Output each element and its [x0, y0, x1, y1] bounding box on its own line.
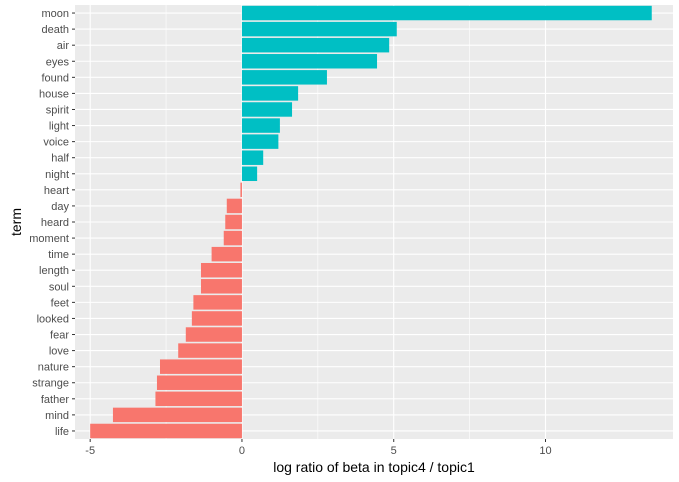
- y-tick-label: found: [41, 72, 69, 84]
- y-axis-title: term: [8, 208, 24, 236]
- y-tick-label: half: [51, 153, 70, 165]
- y-tick-label: looked: [37, 313, 69, 325]
- bar-night: [241, 166, 258, 182]
- y-tick-label: father: [41, 394, 69, 406]
- y-tick-label: moment: [29, 233, 69, 245]
- bar-looked: [191, 311, 242, 326]
- y-tick-label: eyes: [46, 56, 70, 68]
- bar-nature: [159, 359, 242, 374]
- x-tick-label: -5: [85, 445, 95, 457]
- bar-moon: [241, 5, 652, 21]
- y-tick-label: moon: [41, 8, 69, 20]
- y-tick-label: night: [45, 169, 69, 181]
- bar-feet: [193, 295, 242, 310]
- bar-heart: [240, 182, 242, 198]
- y-tick-label: fear: [50, 330, 69, 342]
- bar-half: [241, 150, 264, 165]
- bar-light: [241, 118, 280, 133]
- bar-love: [178, 343, 242, 358]
- y-tick-label: feet: [51, 297, 69, 309]
- bar-time: [211, 246, 242, 262]
- x-axis-title: log ratio of beta in topic4 / topic1: [273, 459, 475, 475]
- bar-father: [155, 391, 242, 407]
- bar-fear: [185, 327, 242, 342]
- bar-spirit: [241, 102, 293, 117]
- y-tick-label: strange: [32, 378, 69, 390]
- y-tick-label: love: [49, 346, 69, 358]
- y-tick-label: air: [57, 40, 70, 52]
- bar-mind: [112, 407, 242, 423]
- x-tick-label: 0: [239, 445, 245, 457]
- x-axis: -5 0 5 10: [85, 439, 552, 457]
- bar-found: [241, 70, 327, 85]
- y-tick-label: soul: [49, 281, 69, 293]
- bar-air: [241, 37, 390, 53]
- bar-death: [241, 21, 397, 37]
- bar-house: [241, 86, 299, 101]
- y-tick-label: day: [51, 201, 69, 213]
- bar-moment: [223, 230, 242, 246]
- y-tick-label: time: [48, 249, 69, 261]
- bar-soul: [200, 279, 242, 294]
- bar-heard: [225, 214, 242, 230]
- bars: [90, 5, 652, 439]
- bar-voice: [241, 134, 279, 149]
- y-tick-label: heart: [44, 185, 69, 197]
- y-tick-label: spirit: [46, 104, 69, 116]
- bar-life: [90, 423, 242, 439]
- y-tick-label: mind: [45, 410, 69, 422]
- y-tick-label: light: [49, 121, 69, 133]
- y-tick-label: heard: [41, 217, 69, 229]
- y-tick-label: death: [41, 24, 69, 36]
- bar-length: [200, 262, 242, 278]
- y-axis: moon death air eyes found house spirit light voi…: [29, 8, 75, 438]
- bar-eyes: [241, 54, 378, 69]
- x-tick-label: 10: [539, 445, 551, 457]
- x-tick-label: 5: [391, 445, 397, 457]
- y-tick-label: house: [39, 88, 69, 100]
- bar-strange: [156, 375, 242, 390]
- bar-day: [226, 198, 242, 214]
- y-tick-label: nature: [38, 362, 69, 374]
- y-tick-label: life: [55, 426, 69, 438]
- y-tick-label: length: [39, 265, 69, 277]
- y-tick-label: voice: [43, 137, 69, 149]
